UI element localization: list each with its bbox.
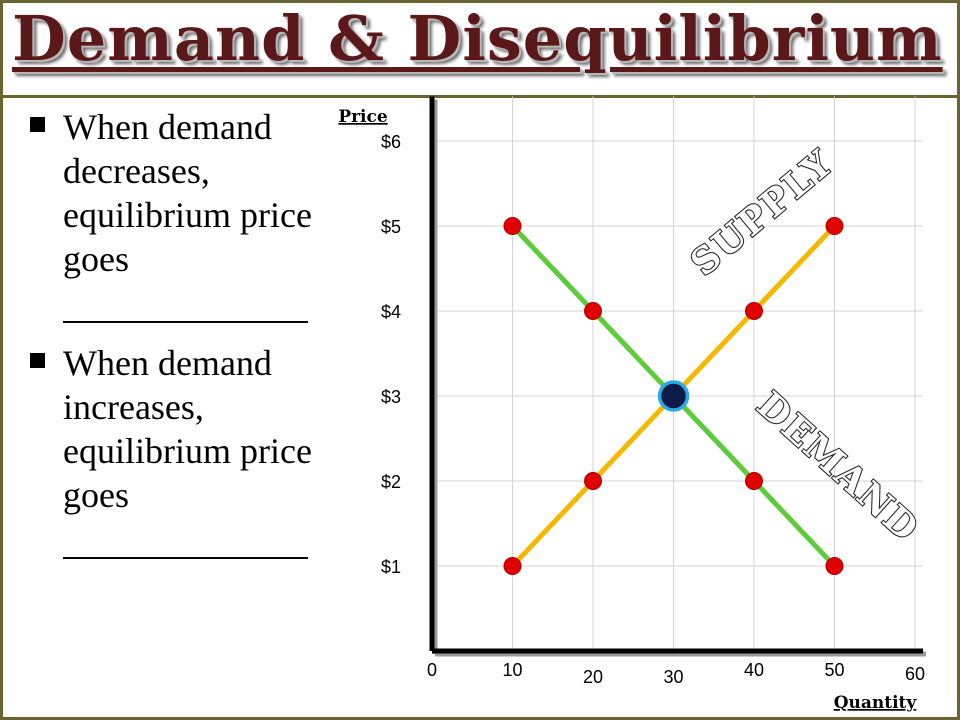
demand-point — [503, 217, 522, 235]
supply-curve-label: SUPPLY — [683, 141, 842, 284]
x-tick-label: 60 — [905, 664, 925, 684]
bullet-text: When demand increases, equilibrium price… — [63, 343, 312, 515]
demand-point — [745, 472, 763, 490]
x-tick-label: 40 — [744, 660, 764, 680]
chart-labels: Price Quantity SUPPLY DEMAND — [338, 107, 928, 713]
answer-blank — [63, 281, 308, 323]
answer-blank — [63, 517, 308, 559]
data-points — [503, 217, 844, 575]
bullet-list: When demand decreases, equilibrium price… — [30, 105, 330, 577]
axes — [429, 96, 926, 657]
y-axis-title: Price — [338, 107, 388, 127]
demand-point — [584, 302, 602, 320]
supply-point — [745, 302, 763, 320]
demand-curve-label: DEMAND — [749, 384, 928, 551]
x-tick-label: 20 — [583, 667, 603, 687]
square-bullet-icon — [30, 117, 45, 132]
supply-point — [825, 217, 844, 235]
y-tick-label: $4 — [381, 302, 401, 322]
x-axis-title: Quantity — [834, 693, 918, 713]
x-tick-label: 50 — [824, 660, 844, 680]
bullet-demand-increases: When demand increases, equilibrium price… — [30, 341, 330, 559]
x-tick-label: 0 — [427, 660, 437, 680]
y-tick-label: $6 — [381, 132, 401, 152]
supply-point — [584, 472, 602, 490]
slide-title: Demand & Disequilibrium — [12, 2, 943, 75]
equilibrium-point — [657, 380, 690, 412]
x-tick-label: 10 — [502, 660, 522, 680]
x-tick-label: 30 — [663, 667, 683, 687]
supply-point — [503, 557, 522, 575]
y-tick-label: $2 — [381, 472, 401, 492]
title-band: Demand & Disequilibrium — [0, 0, 960, 98]
demand-point — [825, 557, 844, 575]
tick-labels: 0 10 20 30 40 50 60 $1 $2 $3 $4 $5 $6 — [381, 132, 925, 687]
y-tick-label: $3 — [381, 387, 401, 407]
y-tick-label: $1 — [381, 557, 401, 577]
square-bullet-icon — [30, 353, 45, 368]
y-tick-label: $5 — [381, 217, 401, 237]
bullet-demand-decreases: When demand decreases, equilibrium price… — [30, 105, 330, 323]
bullet-text: When demand decreases, equilibrium price… — [63, 107, 312, 279]
